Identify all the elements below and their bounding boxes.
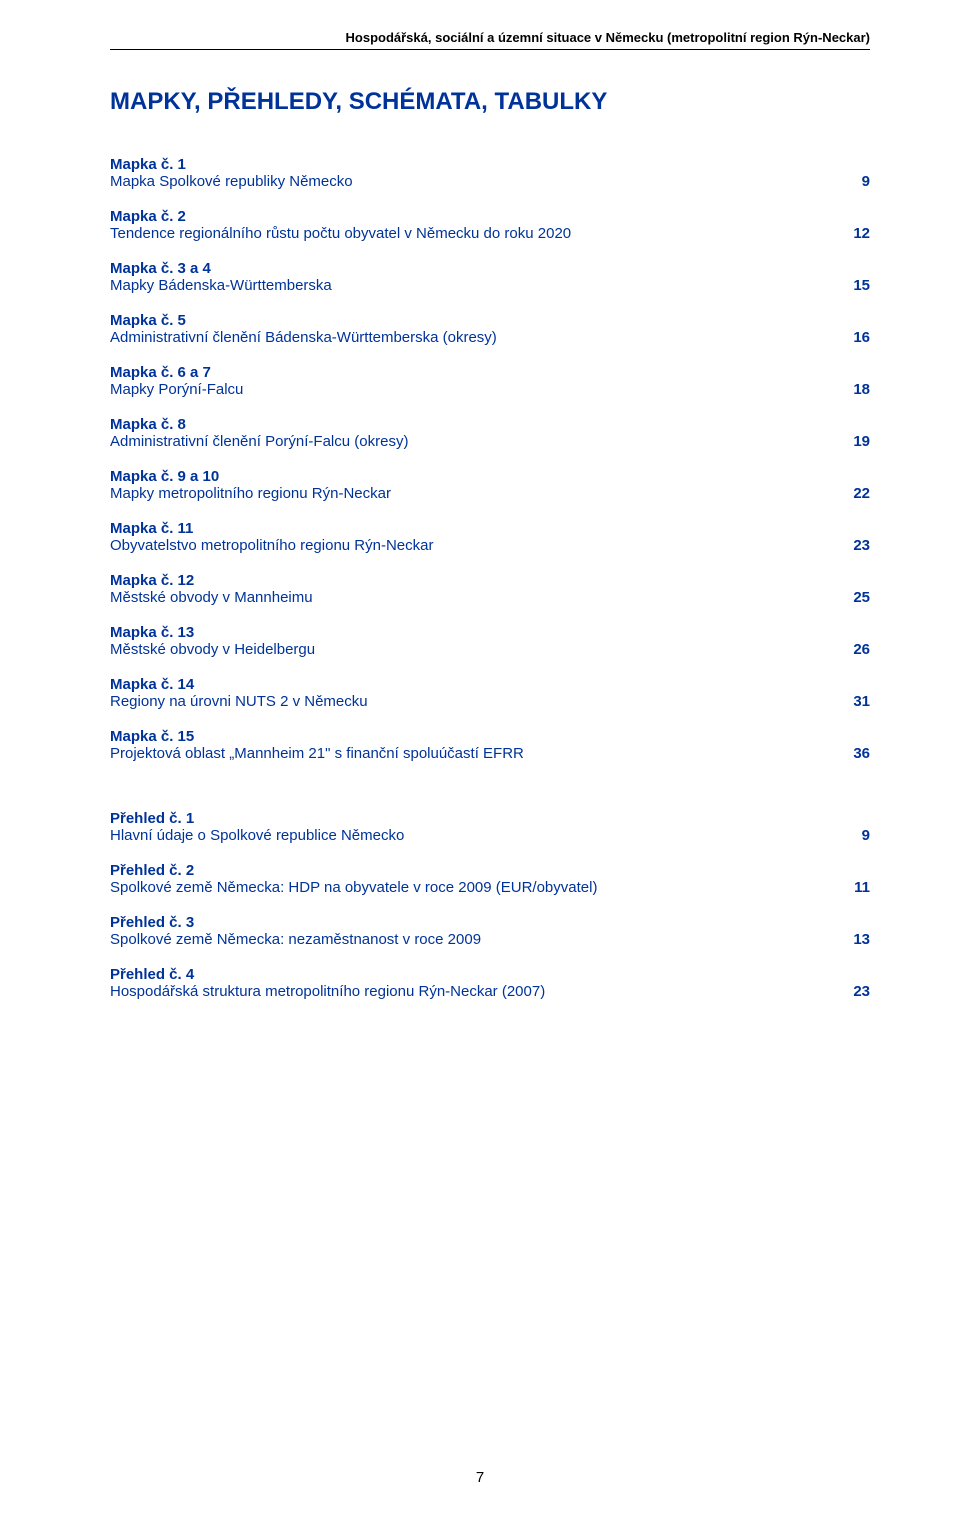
mapka-page[interactable]: 15 <box>853 277 870 294</box>
prehled-page[interactable]: 9 <box>862 827 870 844</box>
mapka-page[interactable]: 36 <box>853 745 870 762</box>
mapka-page[interactable]: 19 <box>853 433 870 450</box>
mapka-row: Regiony na úrovni NUTS 2 v Německu31 <box>110 693 870 710</box>
mapka-entry: Mapka č. 5Administrativní členění Bádens… <box>110 312 870 346</box>
mapka-entry: Mapka č. 11Obyvatelstvo metropolitního r… <box>110 520 870 554</box>
prehled-page[interactable]: 11 <box>854 879 870 896</box>
mapka-page[interactable]: 18 <box>853 381 870 398</box>
mapka-row: Městské obvody v Heidelbergu26 <box>110 641 870 658</box>
prehledy-list: Přehled č. 1Hlavní údaje o Spolkové repu… <box>110 810 870 1000</box>
prehled-entry: Přehled č. 3Spolkové země Německa: nezam… <box>110 914 870 948</box>
prehled-desc[interactable]: Hlavní údaje o Spolkové republice Německ… <box>110 827 862 844</box>
page-number: 7 <box>0 1469 960 1486</box>
prehled-row: Spolkové země Německa: nezaměstnanost v … <box>110 931 870 948</box>
mapka-page[interactable]: 23 <box>853 537 870 554</box>
mapka-head: Mapka č. 5 <box>110 312 870 329</box>
mapka-head: Mapka č. 14 <box>110 676 870 693</box>
prehled-head: Přehled č. 1 <box>110 810 870 827</box>
mapka-head: Mapka č. 3 a 4 <box>110 260 870 277</box>
mapka-desc[interactable]: Mapky metropolitního regionu Rýn-Neckar <box>110 485 853 502</box>
mapka-desc[interactable]: Regiony na úrovni NUTS 2 v Německu <box>110 693 853 710</box>
mapka-row: Mapky Porýní-Falcu18 <box>110 381 870 398</box>
mapka-head: Mapka č. 6 a 7 <box>110 364 870 381</box>
mapka-page[interactable]: 22 <box>853 485 870 502</box>
mapka-entry: Mapka č. 2Tendence regionálního růstu po… <box>110 208 870 242</box>
mapka-row: Tendence regionálního růstu počtu obyvat… <box>110 225 870 242</box>
mapka-row: Administrativní členění Bádenska-Württem… <box>110 329 870 346</box>
prehled-entry: Přehled č. 4Hospodářská struktura metrop… <box>110 966 870 1000</box>
mapka-desc[interactable]: Mapky Porýní-Falcu <box>110 381 853 398</box>
prehled-page[interactable]: 23 <box>853 983 870 1000</box>
main-title: MAPKY, PŘEHLEDY, SCHÉMATA, TABULKY <box>110 88 870 116</box>
section-gap <box>110 780 870 810</box>
mapka-entry: Mapka č. 15Projektová oblast „Mannheim 2… <box>110 728 870 762</box>
prehled-row: Hlavní údaje o Spolkové republice Německ… <box>110 827 870 844</box>
mapka-desc[interactable]: Tendence regionálního růstu počtu obyvat… <box>110 225 853 242</box>
running-head: Hospodářská, sociální a územní situace v… <box>110 30 870 45</box>
mapka-page[interactable]: 31 <box>853 693 870 710</box>
prehled-desc[interactable]: Hospodářská struktura metropolitního reg… <box>110 983 853 1000</box>
prehled-entry: Přehled č. 1Hlavní údaje o Spolkové repu… <box>110 810 870 844</box>
mapka-desc[interactable]: Obyvatelstvo metropolitního regionu Rýn-… <box>110 537 853 554</box>
prehled-head: Přehled č. 3 <box>110 914 870 931</box>
mapka-row: Mapky Bádenska-Württemberska15 <box>110 277 870 294</box>
mapka-row: Mapky metropolitního regionu Rýn-Neckar2… <box>110 485 870 502</box>
mapka-head: Mapka č. 2 <box>110 208 870 225</box>
mapka-head: Mapka č. 13 <box>110 624 870 641</box>
prehled-head: Přehled č. 2 <box>110 862 870 879</box>
mapka-desc[interactable]: Mapka Spolkové republiky Německo <box>110 173 862 190</box>
mapka-head: Mapka č. 11 <box>110 520 870 537</box>
mapka-page[interactable]: 26 <box>853 641 870 658</box>
mapka-entry: Mapka č. 12Městské obvody v Mannheimu25 <box>110 572 870 606</box>
mapka-desc[interactable]: Administrativní členění Porýní-Falcu (ok… <box>110 433 853 450</box>
mapka-desc[interactable]: Projektová oblast „Mannheim 21" s finanč… <box>110 745 853 762</box>
mapka-row: Mapka Spolkové republiky Německo9 <box>110 173 870 190</box>
mapka-entry: Mapka č. 14Regiony na úrovni NUTS 2 v Ně… <box>110 676 870 710</box>
mapka-head: Mapka č. 9 a 10 <box>110 468 870 485</box>
prehled-row: Spolkové země Německa: HDP na obyvatele … <box>110 879 870 896</box>
prehled-row: Hospodářská struktura metropolitního reg… <box>110 983 870 1000</box>
mapka-entry: Mapka č. 3 a 4Mapky Bádenska-Württembers… <box>110 260 870 294</box>
mapka-entry: Mapka č. 6 a 7Mapky Porýní-Falcu18 <box>110 364 870 398</box>
prehled-entry: Přehled č. 2Spolkové země Německa: HDP n… <box>110 862 870 896</box>
mapka-entry: Mapka č. 13Městské obvody v Heidelbergu2… <box>110 624 870 658</box>
mapka-row: Administrativní členění Porýní-Falcu (ok… <box>110 433 870 450</box>
mapka-entry: Mapka č. 1Mapka Spolkové republiky Němec… <box>110 156 870 190</box>
mapky-list: Mapka č. 1Mapka Spolkové republiky Němec… <box>110 156 870 762</box>
mapka-page[interactable]: 16 <box>853 329 870 346</box>
prehled-desc[interactable]: Spolkové země Německa: nezaměstnanost v … <box>110 931 853 948</box>
mapka-entry: Mapka č. 8Administrativní členění Porýní… <box>110 416 870 450</box>
mapka-desc[interactable]: Městské obvody v Mannheimu <box>110 589 853 606</box>
mapka-page[interactable]: 9 <box>862 173 870 190</box>
header-rule <box>110 49 870 50</box>
mapka-desc[interactable]: Mapky Bádenska-Württemberska <box>110 277 853 294</box>
mapka-head: Mapka č. 8 <box>110 416 870 433</box>
mapka-head: Mapka č. 1 <box>110 156 870 173</box>
mapka-row: Projektová oblast „Mannheim 21" s finanč… <box>110 745 870 762</box>
mapka-page[interactable]: 12 <box>853 225 870 242</box>
mapka-row: Městské obvody v Mannheimu25 <box>110 589 870 606</box>
prehled-head: Přehled č. 4 <box>110 966 870 983</box>
mapka-head: Mapka č. 12 <box>110 572 870 589</box>
prehled-desc[interactable]: Spolkové země Německa: HDP na obyvatele … <box>110 879 854 896</box>
mapka-row: Obyvatelstvo metropolitního regionu Rýn-… <box>110 537 870 554</box>
prehled-page[interactable]: 13 <box>853 931 870 948</box>
mapka-desc[interactable]: Městské obvody v Heidelbergu <box>110 641 853 658</box>
mapka-entry: Mapka č. 9 a 10Mapky metropolitního regi… <box>110 468 870 502</box>
mapka-page[interactable]: 25 <box>853 589 870 606</box>
mapka-desc[interactable]: Administrativní členění Bádenska-Württem… <box>110 329 853 346</box>
mapka-head: Mapka č. 15 <box>110 728 870 745</box>
